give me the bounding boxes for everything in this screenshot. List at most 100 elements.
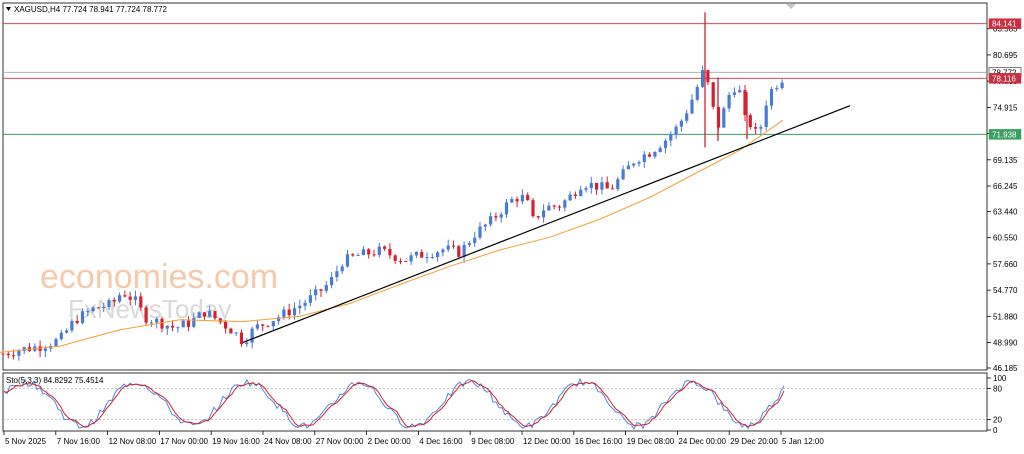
x-tick-label: 12 Dec 00:00 (523, 437, 571, 446)
candle-bear (648, 154, 652, 157)
price-level-tag-label: 78.116 (992, 74, 1016, 83)
candle-bear (202, 312, 206, 317)
osc-tick-label: 100 (993, 374, 1007, 383)
candle-bull (255, 324, 259, 329)
candle-bull (701, 70, 705, 87)
candle-bull (149, 322, 153, 324)
candle-bull (65, 330, 69, 333)
candle-bull (600, 182, 604, 190)
candle-bull (91, 307, 95, 312)
candle-bull (298, 305, 302, 309)
candle-bear (515, 199, 519, 202)
candle-bear (531, 200, 535, 217)
candle-bull (732, 92, 736, 95)
candle-bear (266, 325, 270, 327)
candle-bull (340, 266, 344, 272)
candle-bear (393, 255, 397, 261)
x-tick-label: 27 Nov 00:00 (316, 437, 364, 446)
candle-bull (292, 308, 297, 316)
candle-bull (425, 257, 429, 259)
candle-bull (637, 162, 641, 164)
candle-bull (361, 249, 365, 256)
candle-bear (123, 295, 127, 297)
x-tick-label: 5 Jan 12:00 (782, 437, 824, 446)
candle-bull (414, 251, 418, 256)
candle-bear (536, 216, 540, 218)
candle-bear (573, 194, 577, 197)
candle-bear (383, 246, 387, 249)
oscillator-header: Sto(5,3,3) 84.8292 75.4514 (6, 376, 104, 385)
x-tick-label: 7 Nov 16:00 (57, 437, 101, 446)
shift-marker-icon[interactable] (786, 4, 796, 9)
x-tick-label: 16 Dec 16:00 (575, 437, 623, 446)
candle-bear (372, 254, 376, 256)
price-level-tag-label: 71.938 (992, 130, 1017, 139)
candle-bear (229, 328, 233, 334)
candle-bull (59, 332, 63, 340)
candle-bull (308, 295, 312, 303)
candle-bull (155, 318, 159, 323)
x-tick-label: 4 Dec 16:00 (419, 437, 463, 446)
osc-tick-label: 20 (993, 416, 1002, 425)
horizontal-levels (3, 23, 987, 135)
candle-bull (86, 311, 90, 313)
candle-bull (192, 318, 196, 327)
candle-bull (679, 120, 683, 127)
candle-bull (324, 285, 328, 291)
candle-bull (473, 237, 477, 244)
candle-bear (552, 205, 556, 207)
candle-bear (351, 254, 355, 256)
oscillator-levels (3, 388, 987, 420)
osc-tick-label: 0 (993, 426, 998, 435)
candle-bull (17, 350, 21, 356)
candle-bull (621, 169, 625, 180)
candle-bull (499, 214, 503, 218)
y-tick-label: 48.990 (993, 339, 1018, 348)
candle-bull (197, 312, 201, 319)
candle-bull (345, 254, 350, 267)
candle-bull (467, 243, 471, 246)
candle-bull (271, 321, 275, 327)
candle-bull (489, 216, 493, 225)
main-pane-border (2, 2, 988, 371)
symbol-dropdown-icon[interactable] (6, 7, 11, 11)
candle-bull (181, 320, 185, 328)
price-level-tag (988, 73, 1022, 84)
candle-bear (388, 248, 392, 256)
candle-bull (616, 179, 620, 190)
candle-bear (6, 353, 10, 356)
candle-bear (261, 324, 265, 326)
y-tick-label: 66.245 (993, 182, 1018, 191)
y-tick-label: 63.440 (993, 207, 1018, 216)
y-tick-label: 54.770 (993, 286, 1018, 295)
candle-bull (478, 226, 482, 238)
candle-bull (282, 309, 286, 318)
candle-bull (208, 311, 212, 317)
candle-bull (542, 210, 546, 218)
y-tick-label: 80.695 (993, 51, 1018, 60)
candle-bear (112, 300, 116, 302)
y-tick-label: 69.135 (993, 156, 1018, 165)
oscillator-pane-border (2, 372, 988, 432)
candle-bear (610, 188, 615, 190)
candle-bull (520, 195, 524, 202)
candle-bull (658, 148, 662, 152)
candle-bull (584, 188, 588, 190)
x-tick-label: 2 Dec 00:00 (368, 437, 412, 446)
candle-bear (605, 182, 609, 189)
candle-bear (451, 245, 456, 247)
candle-bull (234, 332, 238, 334)
trendline[interactable] (242, 105, 851, 344)
moving-average-line[interactable] (0, 119, 784, 353)
candle-bear (12, 355, 16, 357)
y-tick-label: 83.585 (993, 25, 1018, 34)
candle-bear (595, 182, 599, 190)
candle-bear (319, 289, 323, 291)
candle-bull (727, 94, 731, 109)
osc-tick-label: 80 (993, 384, 1002, 393)
candle-bull (80, 311, 85, 324)
